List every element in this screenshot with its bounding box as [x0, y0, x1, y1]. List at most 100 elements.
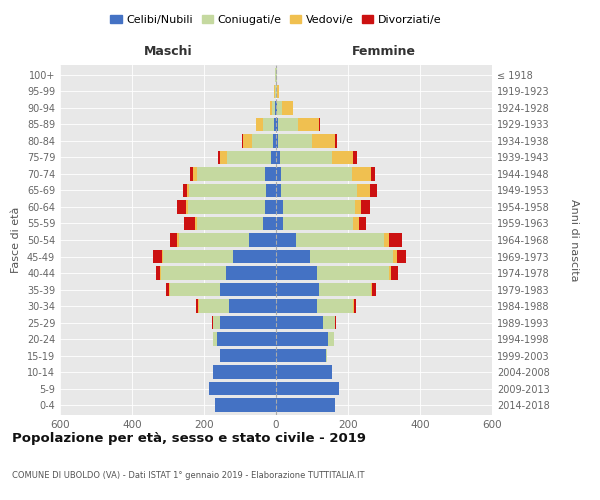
Bar [220, 151, 227, 164]
Y-axis label: Fasce di età: Fasce di età [11, 207, 21, 273]
Bar [283, 217, 353, 230]
Bar [156, 266, 160, 280]
Bar [276, 168, 281, 180]
Bar [370, 184, 377, 197]
Bar [276, 316, 323, 329]
Y-axis label: Anni di nascita: Anni di nascita [569, 198, 579, 281]
Bar [353, 151, 357, 164]
Bar [389, 234, 402, 246]
Bar [265, 200, 276, 213]
Bar [177, 200, 186, 213]
Legend: Celibi/Nubili, Coniugati/e, Vedovi/e, Divorziati/e: Celibi/Nubili, Coniugati/e, Vedovi/e, Di… [106, 10, 446, 29]
Bar [218, 151, 220, 164]
Bar [266, 184, 276, 197]
Bar [220, 283, 276, 296]
Bar [242, 134, 251, 147]
Bar [372, 283, 376, 296]
Text: Popolazione per età, sesso e stato civile - 2019: Popolazione per età, sesso e stato civil… [12, 432, 366, 445]
Bar [187, 184, 188, 197]
Bar [274, 85, 275, 98]
Bar [188, 184, 266, 197]
Bar [265, 168, 276, 180]
Bar [273, 134, 276, 147]
Bar [276, 300, 317, 312]
Bar [161, 250, 163, 263]
Bar [335, 316, 336, 329]
Bar [196, 300, 198, 312]
Bar [276, 382, 339, 395]
Bar [276, 349, 326, 362]
Bar [229, 300, 276, 312]
Bar [276, 332, 328, 345]
Bar [197, 217, 263, 230]
Bar [280, 151, 332, 164]
Bar [278, 134, 312, 147]
Bar [353, 217, 359, 230]
Bar [278, 118, 298, 131]
Bar [209, 382, 276, 395]
Bar [371, 283, 372, 296]
Bar [220, 349, 276, 362]
Bar [213, 366, 276, 378]
Bar [276, 266, 317, 280]
Bar [332, 151, 353, 164]
Bar [170, 283, 220, 296]
Bar [357, 184, 370, 197]
Bar [276, 398, 335, 411]
Bar [276, 134, 278, 147]
Bar [166, 283, 169, 296]
Bar [276, 234, 296, 246]
Bar [276, 102, 277, 114]
Bar [263, 217, 276, 230]
Bar [281, 168, 352, 180]
Bar [190, 168, 193, 180]
Bar [276, 184, 281, 197]
Bar [183, 184, 187, 197]
Bar [213, 332, 217, 345]
Bar [274, 118, 276, 131]
Bar [233, 250, 276, 263]
Bar [335, 134, 337, 147]
Bar [296, 234, 384, 246]
Bar [213, 316, 220, 329]
Bar [251, 134, 273, 147]
Bar [298, 118, 319, 131]
Bar [179, 234, 249, 246]
Bar [277, 85, 279, 98]
Bar [283, 200, 355, 213]
Bar [220, 316, 276, 329]
Bar [361, 200, 370, 213]
Text: COMUNE DI UBOLDO (VA) - Dati ISTAT 1° gennaio 2019 - Elaborazione TUTTITALIA.IT: COMUNE DI UBOLDO (VA) - Dati ISTAT 1° ge… [12, 471, 365, 480]
Bar [317, 266, 389, 280]
Bar [188, 200, 265, 213]
Bar [323, 316, 335, 329]
Bar [276, 118, 278, 131]
Bar [215, 398, 276, 411]
Bar [276, 250, 310, 263]
Bar [384, 234, 389, 246]
Bar [281, 184, 357, 197]
Bar [275, 102, 276, 114]
Bar [276, 217, 283, 230]
Bar [355, 200, 361, 213]
Bar [389, 266, 391, 280]
Bar [197, 168, 265, 180]
Bar [391, 266, 398, 280]
Bar [193, 168, 197, 180]
Bar [319, 283, 371, 296]
Text: Maschi: Maschi [143, 44, 193, 58]
Bar [256, 118, 263, 131]
Bar [276, 283, 319, 296]
Bar [170, 234, 177, 246]
Bar [160, 266, 161, 280]
Bar [277, 102, 283, 114]
Bar [272, 102, 275, 114]
Bar [186, 200, 188, 213]
Bar [199, 300, 229, 312]
Bar [326, 349, 327, 362]
Bar [152, 250, 161, 263]
Bar [371, 168, 375, 180]
Bar [271, 151, 276, 164]
Bar [269, 102, 272, 114]
Bar [393, 250, 397, 263]
